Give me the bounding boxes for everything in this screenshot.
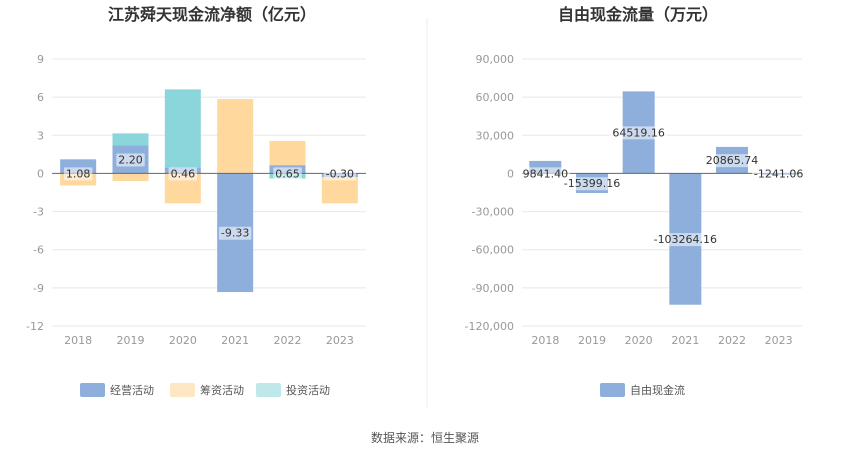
legend-label: 经营活动 (110, 383, 154, 397)
y-tick-label: 90,000 (476, 53, 515, 66)
data-label-bg (218, 226, 252, 240)
data-label-text: 9841.40 (523, 167, 569, 180)
data-label-bg (273, 167, 302, 181)
data-label-bg (63, 167, 93, 181)
data-label-bg (651, 233, 720, 247)
y-tick-label: -3 (33, 206, 44, 219)
data-label: -103264.16 (651, 233, 720, 247)
y-tick-label: 0 (37, 167, 44, 180)
legend-item[interactable]: 自由现金流 (600, 383, 685, 397)
legend-label: 投资活动 (286, 383, 330, 397)
x-tick-label: 2019 (578, 334, 606, 347)
legend-label: 筹资活动 (200, 383, 244, 397)
legend-item[interactable]: 筹资活动 (170, 383, 244, 397)
data-label-bg (323, 167, 357, 181)
data-label: -1241.06 (751, 167, 806, 181)
bar-筹资活动 (112, 173, 149, 182)
data-label-bg (610, 126, 667, 140)
data-label-text: -103264.16 (654, 233, 717, 246)
free-cashflow-chart: 自由现金流量（万元） 9841.40-15399.16 64519.16 -1032… (465, 5, 806, 397)
data-label-text: 64519.16 (612, 126, 665, 139)
y-tick-label: -90,000 (472, 282, 514, 295)
legend-item[interactable]: 投资活动 (256, 383, 330, 397)
legend-swatch (256, 383, 281, 397)
chart-title: 江苏舜天现金流净额（亿元） (108, 5, 316, 24)
data-label-bg (520, 167, 571, 181)
y-tick-label: -6 (33, 244, 44, 257)
legend: 经营活动 筹资活动 投资活动 (80, 383, 330, 397)
net-cashflow-chart: 江苏舜天现金流净额（亿元） 1.08 2.20 0.46 -9.33 0.65 -0.30… (26, 5, 366, 397)
bar-投资活动 (164, 89, 201, 168)
data-label: 20865.74 (703, 154, 761, 168)
data-label-text: 0.46 (171, 167, 196, 180)
legend-item[interactable]: 经营活动 (80, 383, 154, 397)
data-label-text: -0.30 (326, 167, 354, 180)
y-tick-label: 6 (37, 91, 44, 104)
data-label-bg (703, 154, 761, 168)
source-note: 数据来源：恒生聚源 (371, 430, 479, 445)
data-label-text: 0.65 (275, 167, 300, 180)
x-tick-label: 2022 (274, 334, 302, 347)
data-label: 2.20 (116, 153, 145, 167)
data-label: 0.65 (273, 167, 302, 181)
x-tick-label: 2018 (64, 334, 92, 347)
x-tick-label: 2022 (718, 334, 746, 347)
y-tick-label: -12 (26, 320, 44, 333)
legend: 自由现金流 (600, 383, 685, 397)
x-tick-label: 2018 (531, 334, 559, 347)
x-tick-label: 2020 (169, 334, 197, 347)
data-label: 64519.16 (610, 126, 667, 140)
x-tick-label: 2021 (221, 334, 249, 347)
y-tick-label: 30,000 (476, 129, 515, 142)
bar-投资活动 (60, 159, 97, 160)
legend-swatch (80, 383, 105, 397)
legend-label: 自由现金流 (630, 383, 685, 397)
y-tick-label: -120,000 (465, 320, 514, 333)
y-tick-label: 9 (37, 53, 44, 66)
data-label: -0.30 (323, 167, 357, 181)
data-label-text: -1241.06 (754, 167, 803, 180)
data-label: 9841.40 (520, 167, 571, 181)
y-tick-label: -9 (33, 282, 44, 295)
data-label: 1.08 (63, 167, 93, 181)
x-tick-label: 2023 (326, 334, 354, 347)
chart-title: 自由现金流量（万元） (558, 5, 718, 24)
y-tick-label: -30,000 (472, 206, 514, 219)
data-label-text: -15399.16 (564, 177, 620, 190)
data-label-bg (116, 153, 145, 167)
x-tick-label: 2020 (625, 334, 653, 347)
y-tick-label: 3 (37, 129, 44, 142)
data-label-text: 2.20 (118, 153, 143, 166)
y-tick-label: 60,000 (476, 91, 515, 104)
data-label-bg (168, 167, 198, 181)
data-label: -9.33 (218, 226, 252, 240)
bar-筹资活动 (321, 177, 358, 204)
y-tick-label: 0 (507, 167, 514, 180)
y-tick-label: -60,000 (472, 244, 514, 257)
data-label-bg (561, 177, 623, 191)
data-label: -15399.16 (561, 177, 623, 191)
x-tick-label: 2021 (671, 334, 699, 347)
data-label-text: 20865.74 (706, 154, 759, 167)
legend-swatch (600, 383, 625, 397)
x-tick-label: 2019 (117, 334, 145, 347)
x-tick-label: 2023 (765, 334, 793, 347)
bar-筹资活动 (269, 141, 306, 166)
data-label-bg (751, 167, 806, 181)
data-label-text: 1.08 (66, 167, 91, 180)
data-label: 0.46 (168, 167, 198, 181)
bar-投资活动 (112, 133, 149, 146)
legend-swatch (170, 383, 195, 397)
bar-筹资活动 (217, 99, 254, 174)
data-label-text: -9.33 (221, 227, 249, 240)
